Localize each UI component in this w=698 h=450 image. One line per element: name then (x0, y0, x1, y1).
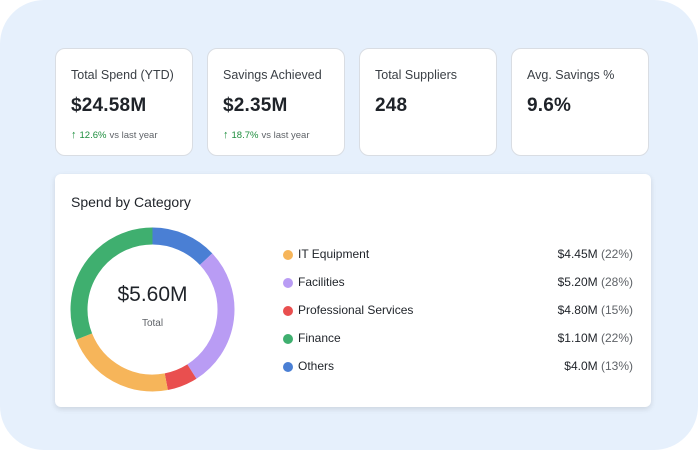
legend-dot (283, 334, 293, 344)
donut-center: $5.60M Total (70, 227, 235, 392)
spend-by-category-panel: Spend by Category $5.60M Total IT Equipm… (55, 174, 651, 407)
legend-item-professional-services[interactable]: Professional Services $4.80M (15%) (283, 302, 635, 322)
legend-amount: $5.20M (557, 275, 598, 289)
legend-dot (283, 250, 293, 260)
legend-share: (13%) (600, 359, 633, 373)
trend-text: vs last year (109, 130, 158, 141)
legend-dot (283, 362, 293, 372)
donut-slice-professional-services[interactable] (164, 364, 197, 391)
legend-value: $1.10M (22%) (558, 331, 633, 345)
trend-percent: 12.6% (79, 130, 107, 141)
trend-text: vs last year (261, 130, 310, 141)
legend-value: $4.80M (15%) (558, 303, 633, 317)
trend-percent: 18.7% (231, 130, 259, 141)
legend-item-finance[interactable]: Finance $1.10M (22%) (283, 330, 635, 350)
kpi-trend: ↑ 18.7% vs last year (223, 129, 329, 141)
legend-amount: $1.10M (557, 331, 598, 345)
spend-donut-chart (70, 227, 235, 392)
kpi-card-avg-savings[interactable]: Avg. Savings % 9.6% (511, 48, 649, 156)
kpi-card-savings-achieved[interactable]: Savings Achieved $2.35M ↑ 18.7% vs last ye… (207, 48, 345, 156)
legend-share: (15%) (600, 303, 633, 317)
legend-amount: $4.80M (557, 303, 598, 317)
legend-label: IT Equipment (298, 247, 370, 261)
kpi-title: Total Spend (YTD) (71, 68, 174, 82)
kpi-value: 9.6% (527, 95, 572, 116)
legend-value: $4.0M (13%) (564, 359, 633, 373)
legend-item-it-equipment[interactable]: IT Equipment $4.45M (22%) (283, 246, 635, 266)
legend-item-others[interactable]: Others $4.0M (13%) (283, 358, 635, 378)
legend-share: (22%) (600, 331, 633, 345)
legend-label: Facilities (298, 275, 345, 289)
legend-dot (283, 278, 293, 288)
legend-share: (22%) (600, 247, 633, 261)
arrow-up-icon: ↑ (223, 129, 229, 141)
legend-amount: $4.0M (564, 359, 598, 373)
kpi-title: Avg. Savings % (527, 68, 615, 82)
legend-share: (28%) (600, 275, 633, 289)
kpi-card-total-suppliers[interactable]: Total Suppliers 248 (359, 48, 497, 156)
legend-label: Finance (298, 331, 341, 345)
kpi-value: 248 (375, 95, 408, 116)
kpi-card-total-spend[interactable]: Total Spend (YTD) $24.58M ↑ 12.6% vs last … (55, 48, 193, 156)
kpi-title: Savings Achieved (223, 68, 322, 82)
legend-amount: $4.45M (557, 247, 598, 261)
donut-slice-finance[interactable] (70, 227, 153, 340)
kpi-value: $24.58M (71, 95, 147, 116)
donut-total-label: Total (141, 318, 164, 329)
arrow-up-icon: ↑ (71, 129, 77, 141)
kpi-trend: ↑ 12.6% vs last year (71, 129, 177, 141)
legend-label: Professional Services (298, 303, 414, 317)
legend-dot (283, 306, 293, 316)
legend-value: $5.20M (28%) (558, 275, 633, 289)
donut-slice-it-equipment[interactable] (76, 333, 168, 392)
panel-title: Spend by Category (71, 194, 191, 210)
donut-slice-facilities[interactable] (187, 253, 235, 379)
legend-value: $4.45M (22%) (558, 247, 633, 261)
legend-item-facilities[interactable]: Facilities $5.20M (28%) (283, 274, 635, 294)
kpi-title: Total Suppliers (375, 68, 457, 82)
kpi-value: $2.35M (223, 95, 288, 116)
donut-total-value: $5.60M (117, 283, 188, 306)
legend-label: Others (298, 359, 335, 373)
donut-slice-others[interactable] (152, 227, 213, 266)
